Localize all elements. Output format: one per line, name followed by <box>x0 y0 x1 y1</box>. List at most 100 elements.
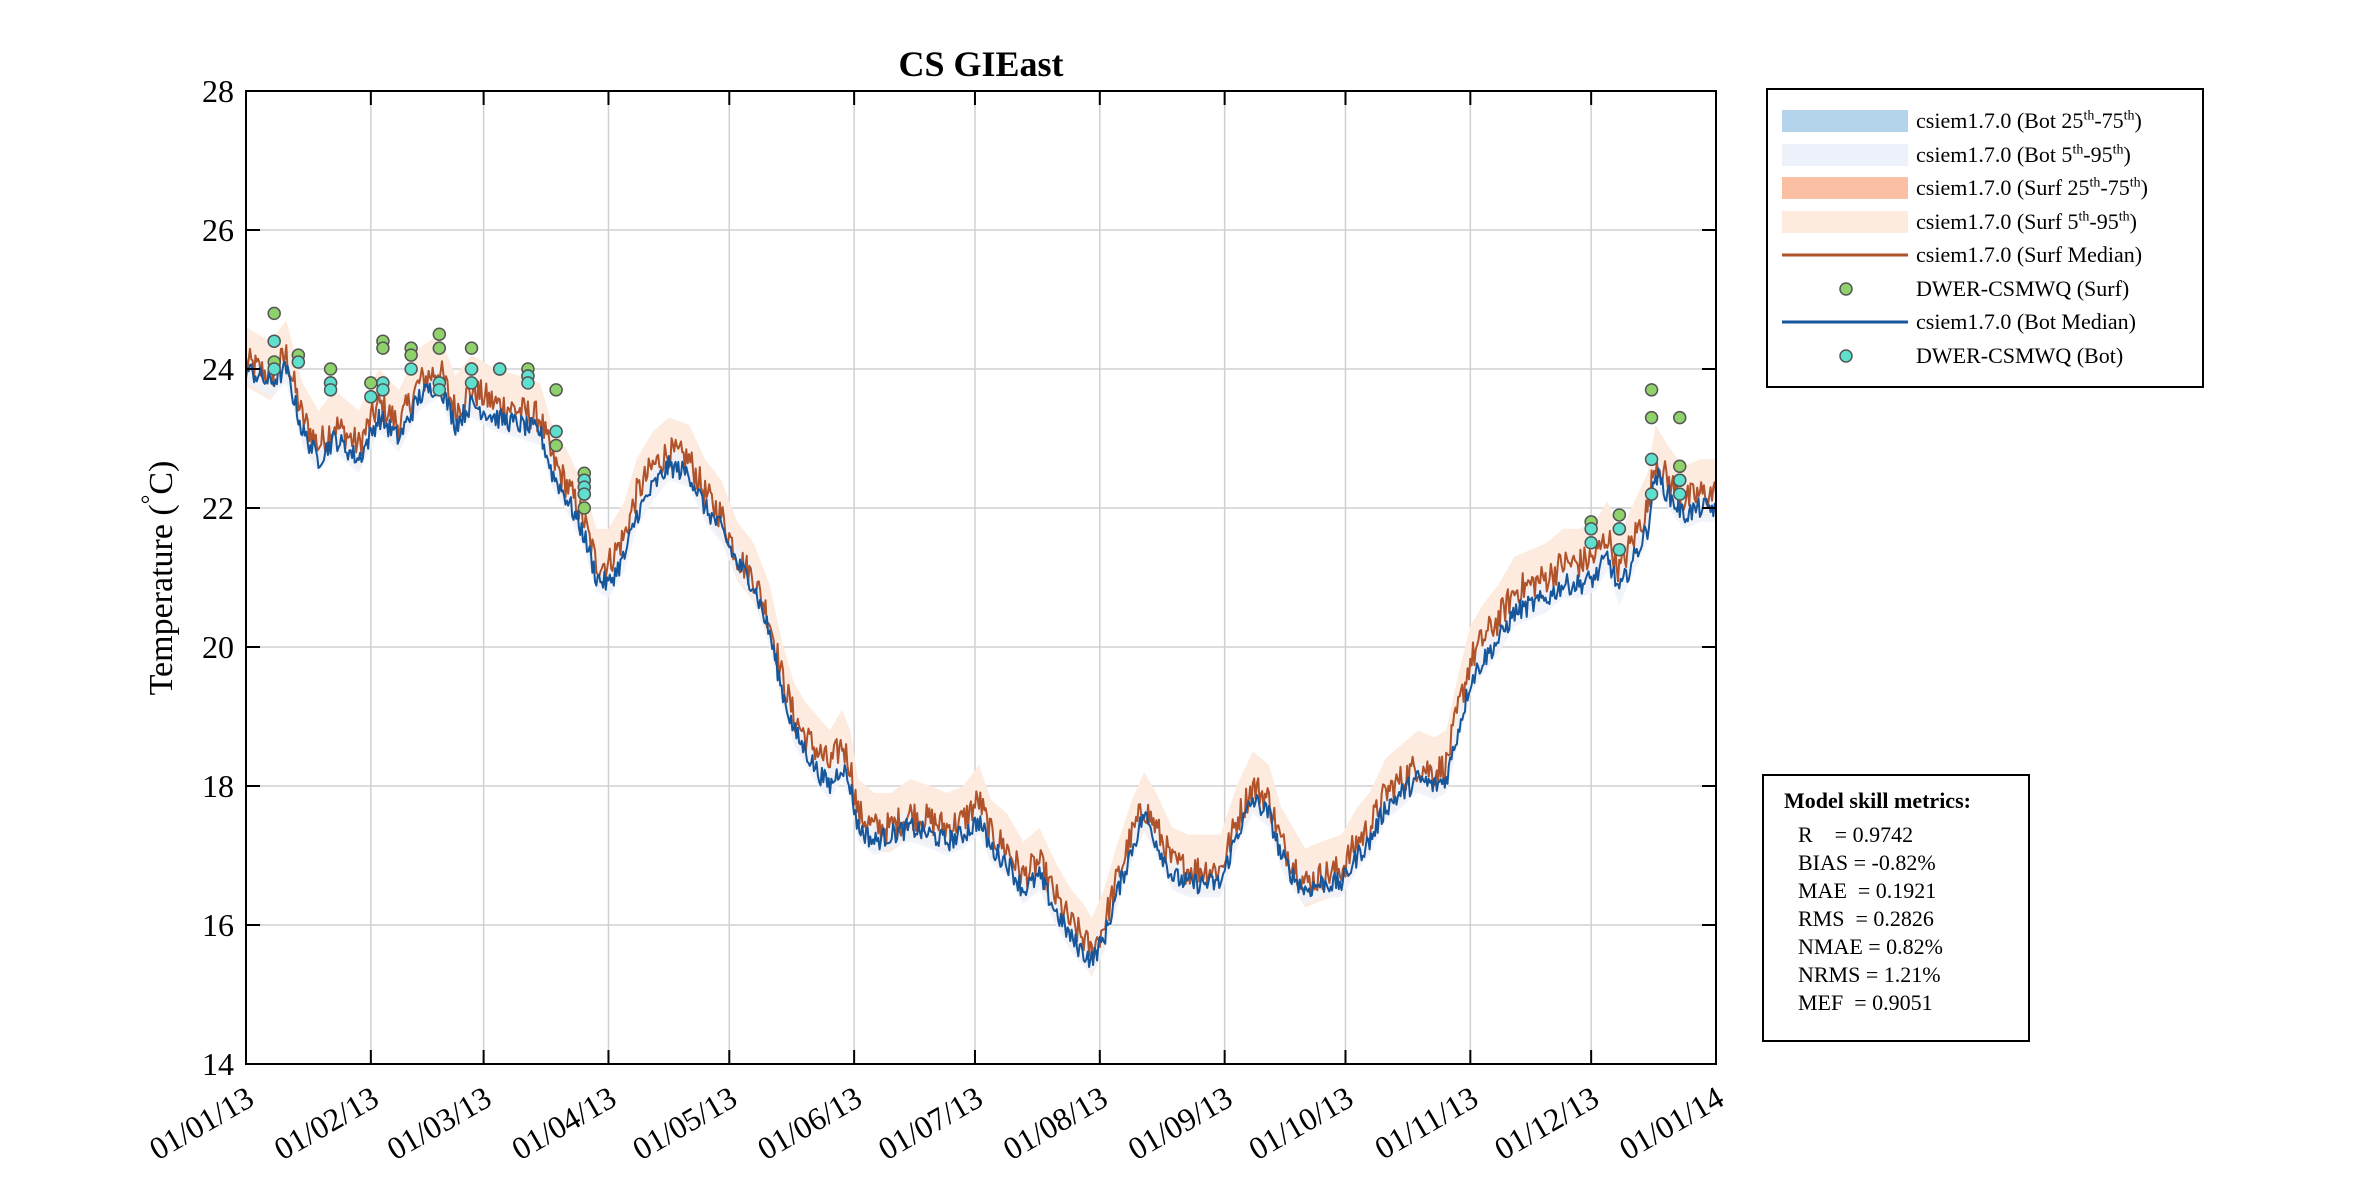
legend-item: csiem1.7.0 (Surf 25th-75th) <box>1768 171 2202 205</box>
bot-obs-point <box>521 376 535 390</box>
bot-obs-point <box>364 390 378 404</box>
legend-label: csiem1.7.0 (Bot Median) <box>1916 309 2136 335</box>
legend-band-swatch <box>1782 177 1908 199</box>
legend-text: th <box>2129 175 2141 191</box>
legend-marker-swatch <box>1839 281 1853 296</box>
legend-text: th <box>2123 108 2135 124</box>
legend-item: csiem1.7.0 (Bot Median) <box>1768 305 2202 339</box>
metric-line: RMS = 0.2826 <box>1798 906 1934 931</box>
legend-text: th <box>2118 209 2130 225</box>
legend-text: DWER-CSMWQ (Bot) <box>1916 342 2124 368</box>
surf-obs-point <box>432 341 447 355</box>
bot-obs-point <box>1673 473 1687 487</box>
legend-text: ) <box>2134 108 2142 133</box>
plot-frame <box>245 90 1717 1065</box>
y-axis-label: Temperature (°C) <box>138 461 180 696</box>
bot-obs-point <box>1584 522 1598 536</box>
x-tick-label: 01/01/14 <box>1613 1079 1730 1167</box>
legend-item: DWER-CSMWQ (Surf) <box>1768 272 2202 306</box>
legend-text: -95 <box>2089 208 2119 234</box>
legend-text: csiem1.7.0 (Surf 5 <box>1916 208 2079 234</box>
legend-text: ) <box>2140 175 2148 200</box>
bot-obs-point <box>291 355 306 369</box>
legend-item: DWER-CSMWQ (Bot) <box>1768 339 2202 373</box>
x-tick-label: 01/07/13 <box>872 1079 989 1167</box>
bot-obs-point <box>492 362 507 376</box>
surf-obs-point <box>364 376 378 390</box>
legend-text: -75 <box>2100 175 2130 200</box>
surf-median-line <box>245 344 1717 965</box>
surf-obs-point <box>577 501 592 515</box>
bot-median-line <box>245 360 1717 968</box>
legend-marker-swatch <box>1839 348 1853 363</box>
legend-text: -75 <box>2094 108 2124 133</box>
x-tick-label: 01/03/13 <box>381 1079 498 1167</box>
bot-obs-point <box>549 424 563 439</box>
legend-text: th <box>2083 108 2095 124</box>
y-tick-label: 26 <box>202 212 234 248</box>
legend-text: ) <box>2129 208 2137 234</box>
legend-swatch <box>1839 348 1853 363</box>
x-tick-label: 01/02/13 <box>268 1079 385 1167</box>
surf-obs-point <box>376 341 390 355</box>
bot-obs-point <box>577 487 592 501</box>
legend-swatch <box>1782 110 1908 132</box>
bot-5-95-band <box>246 351 1716 974</box>
y-tick-label: 22 <box>202 490 234 526</box>
x-tick-label: 01/01/13 <box>143 1079 260 1167</box>
legend-item: csiem1.7.0 (Surf 5th-95th) <box>1768 205 2202 239</box>
surf-obs-point <box>432 327 447 341</box>
legend-label: csiem1.7.0 (Bot 25th-75th) <box>1916 108 2142 134</box>
legend-text: th <box>2089 175 2101 191</box>
legend-label: csiem1.7.0 (Bot 5th-95th) <box>1916 142 2131 168</box>
legend-item: csiem1.7.0 (Bot 5th-95th) <box>1768 138 2202 172</box>
legend-text: ) <box>2123 141 2131 167</box>
y-tick-label: 18 <box>202 768 234 804</box>
series-lines <box>245 344 1717 968</box>
metric-line: BIAS = -0.82% <box>1798 850 1936 875</box>
y-tick-label: 14 <box>202 1046 234 1082</box>
surf-obs-point <box>404 348 418 362</box>
legend-text: DWER-CSMWQ (Surf) <box>1916 275 2130 301</box>
surf-obs-point <box>464 341 479 355</box>
model-skill-metrics: Model skill metrics: R = 0.9742 BIAS = -0… <box>1762 774 2030 1042</box>
surf-obs-point <box>1612 508 1627 522</box>
legend-text: th <box>2078 209 2090 225</box>
legend-swatch <box>1839 281 1853 296</box>
legend-text: th <box>2072 142 2084 158</box>
y-tick-label: 28 <box>202 73 234 109</box>
surf-obs-point <box>323 362 338 376</box>
metrics-title: Model skill metrics: <box>1784 788 1971 813</box>
bot-obs-point <box>1644 452 1659 467</box>
legend-swatch <box>1782 210 1908 233</box>
bot-obs-point <box>323 383 338 397</box>
chart-title: CS GIEast <box>898 44 1063 84</box>
bot-obs-point <box>464 376 479 390</box>
x-tick-label: 01/08/13 <box>997 1079 1114 1167</box>
bot-obs-point <box>267 362 281 376</box>
legend-text: csiem1.7.0 (Bot Median) <box>1916 309 2136 334</box>
bot-obs-point <box>1584 536 1598 550</box>
x-tick-label: 01/10/13 <box>1242 1079 1359 1167</box>
x-tick-label: 01/12/13 <box>1488 1079 1605 1167</box>
surf-obs-point <box>267 306 281 321</box>
bot-obs-point <box>404 362 418 376</box>
metric-line: NRMS = 1.21% <box>1798 962 1941 987</box>
y-tick-label: 20 <box>202 629 234 665</box>
metric-line: MAE = 0.1921 <box>1798 878 1937 903</box>
legend-label: csiem1.7.0 (Surf 5th-95th) <box>1916 209 2137 235</box>
legend-item: csiem1.7.0 (Surf Median) <box>1768 238 2202 272</box>
bot-obs-point <box>1673 487 1687 501</box>
percentile-bands <box>246 320 1716 978</box>
surf-obs-point <box>549 438 563 453</box>
surf-obs-point <box>549 383 563 397</box>
bot-obs-point <box>1644 487 1659 501</box>
bot-obs-point <box>267 334 281 348</box>
metric-line: R = 0.9742 <box>1798 822 1914 847</box>
surf-obs-point <box>1644 410 1659 425</box>
legend-swatch <box>1782 177 1908 199</box>
legend-label: DWER-CSMWQ (Bot) <box>1916 343 2123 369</box>
y-tick-label: 24 <box>202 351 234 387</box>
bot-obs-point <box>1612 542 1627 557</box>
